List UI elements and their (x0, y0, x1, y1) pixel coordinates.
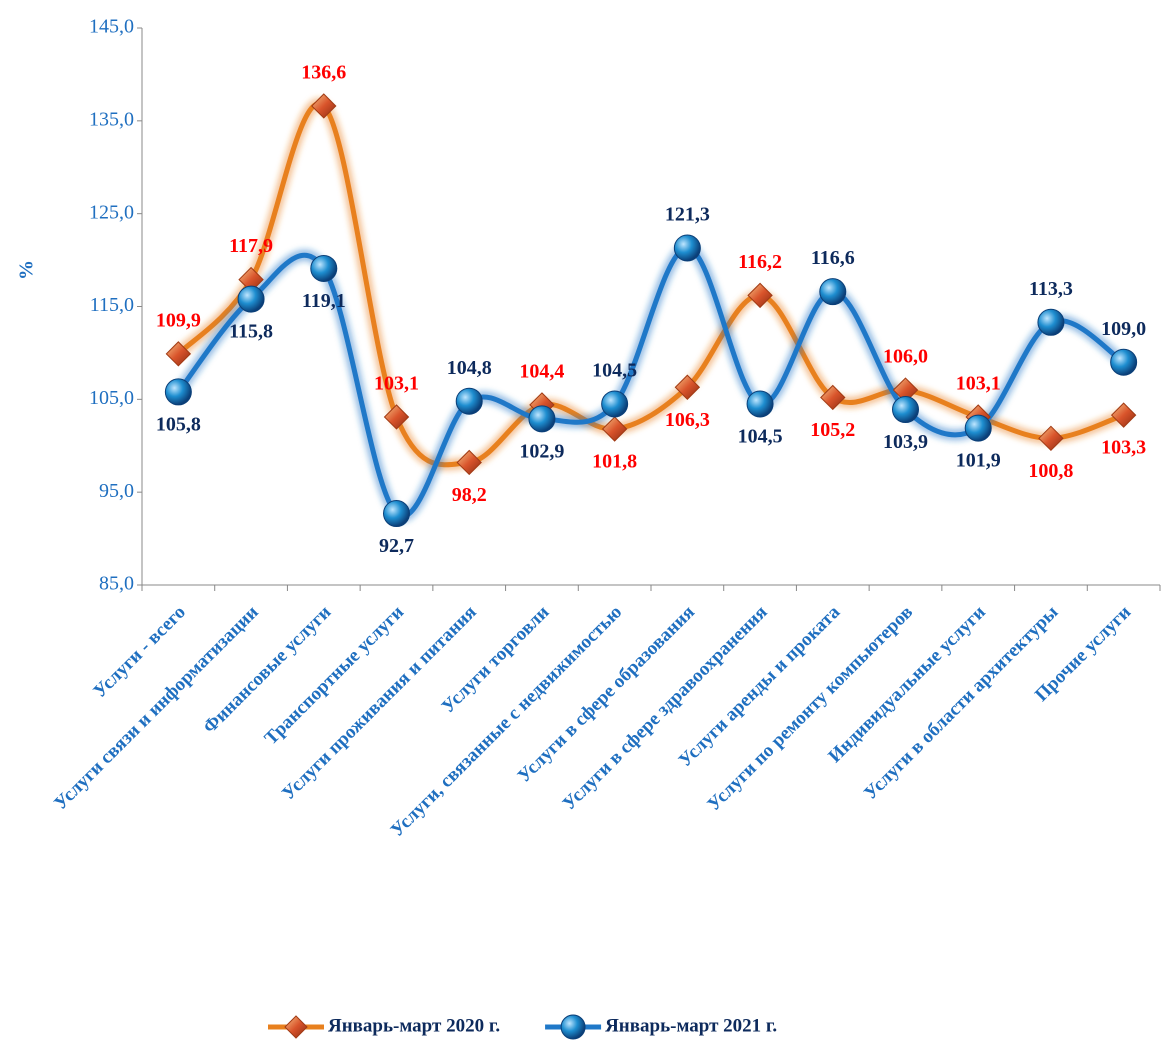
data-label: 116,2 (738, 251, 782, 273)
marker (311, 93, 337, 119)
data-label: 101,8 (592, 451, 637, 473)
y-tick-label: 85,0 (99, 573, 134, 595)
data-label: 104,5 (738, 426, 783, 448)
data-label: 98,2 (452, 484, 487, 506)
data-label: 101,9 (956, 450, 1001, 472)
marker (601, 390, 629, 418)
data-label: 106,3 (665, 409, 710, 431)
y-tick-label: 115,0 (90, 294, 134, 316)
marker (1110, 402, 1137, 428)
data-label: 103,3 (1101, 437, 1146, 459)
data-label: 104,8 (447, 357, 492, 379)
data-label: 102,9 (519, 440, 564, 462)
marker (1037, 308, 1065, 336)
line (176, 245, 1126, 519)
data-label: 119,1 (302, 290, 346, 312)
marker (455, 387, 483, 415)
data-label: 121,3 (665, 204, 710, 226)
legend-marker (560, 1014, 586, 1040)
data-label: 105,8 (156, 414, 201, 436)
legend-label: Январь-март 2021 г. (605, 1015, 777, 1036)
data-label: 105,2 (810, 419, 855, 441)
marker (892, 396, 919, 424)
marker (601, 416, 628, 442)
marker (383, 404, 410, 430)
y-tick-label: 125,0 (89, 201, 134, 223)
marker (1038, 425, 1064, 452)
data-label: 117,9 (229, 235, 273, 257)
marker (674, 374, 701, 400)
x-tick-label: Транспортные услуги (261, 602, 408, 749)
marker (1110, 348, 1138, 376)
data-label: 103,1 (374, 373, 419, 395)
marker (673, 234, 701, 262)
data-label: 115,8 (229, 321, 273, 343)
data-label: 116,6 (811, 247, 855, 269)
marker (819, 278, 847, 306)
data-label: 103,9 (883, 431, 928, 453)
marker (456, 449, 482, 476)
data-label: 106,0 (883, 346, 928, 368)
data-label: 109,0 (1101, 318, 1146, 340)
marker (746, 390, 774, 418)
data-label: 113,3 (1029, 278, 1073, 300)
data-label: 104,4 (519, 360, 564, 382)
marker (747, 282, 773, 309)
y-tick-label: 145,0 (89, 16, 134, 38)
marker (237, 285, 265, 313)
y-axis-label: % (16, 260, 38, 280)
marker (164, 378, 192, 406)
data-label: 104,5 (592, 360, 637, 382)
legend-label: Январь-март 2020 г. (328, 1015, 500, 1036)
data-label: 92,7 (379, 535, 414, 557)
data-label: 109,9 (156, 309, 201, 331)
legend-marker (284, 1015, 308, 1039)
data-label: 136,6 (301, 62, 346, 84)
data-label: 103,1 (956, 373, 1001, 395)
y-tick-label: 95,0 (99, 480, 134, 502)
marker (310, 254, 338, 282)
data-label: 100,8 (1028, 460, 1073, 482)
y-tick-label: 105,0 (89, 387, 134, 409)
marker (820, 384, 846, 411)
marker (383, 500, 410, 528)
marker (964, 414, 992, 442)
marker (165, 341, 192, 367)
y-tick-label: 135,0 (89, 108, 134, 130)
marker (528, 405, 556, 433)
x-tick-label: Финансовые услуги (199, 602, 335, 738)
